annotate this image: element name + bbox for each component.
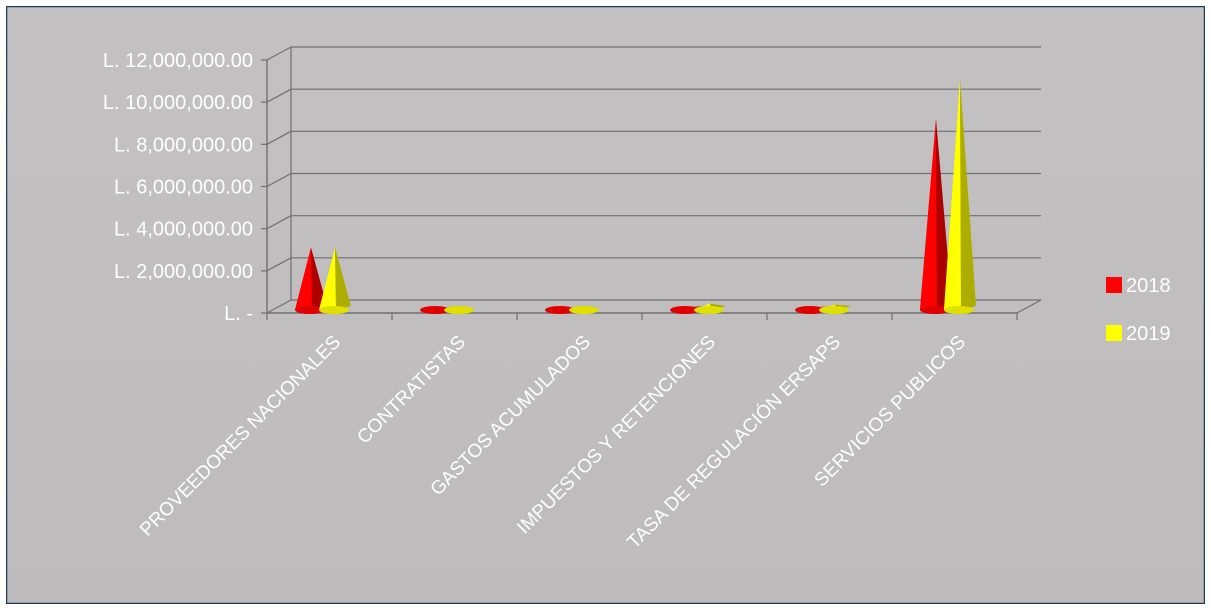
y-tick-label: L. - (224, 303, 253, 325)
cone-2019-base (319, 306, 349, 314)
y-axis-tick-labels: L. - L. 2,000,000.00 L. 4,000,000.00 L. 6,0… (103, 50, 253, 325)
legend-label: 2018 (1126, 275, 1171, 297)
cone-2018-base (420, 306, 450, 314)
y-tick-label: L. 8,000,000.00 (114, 134, 253, 156)
cone-2019-base (819, 306, 849, 314)
y-tick-label: L. 6,000,000.00 (114, 177, 253, 199)
gridline-depth (266, 172, 292, 188)
legend: 2018 2019 (1106, 275, 1171, 345)
legend-swatch-2019 (1106, 325, 1122, 341)
cone-2019-base (694, 306, 724, 314)
gridline-depth (266, 88, 292, 103)
cone-2018-base (920, 306, 950, 314)
y-tick-label: L. 10,000,000.00 (103, 92, 253, 114)
gridline-depth (266, 257, 292, 272)
cone-2019 (944, 78, 961, 310)
cone-2018-side (311, 247, 327, 310)
gridline-depth (266, 215, 292, 230)
cone-2018-base (545, 306, 575, 314)
cone-2018 (295, 247, 312, 310)
gridline-depth (266, 46, 292, 61)
cone-2018-base (795, 306, 825, 314)
cone-2018-base (295, 306, 325, 314)
cone-2018-base (670, 306, 700, 314)
data-cones (295, 78, 976, 314)
cone-2018 (920, 119, 937, 311)
y-tick-label: L. 12,000,000.00 (103, 50, 253, 72)
axes (261, 47, 1042, 320)
gridline-depth (266, 299, 292, 314)
chart-background (5, 5, 1206, 605)
y-tick-label: L. 4,000,000.00 (114, 219, 253, 241)
cone-2019-side (335, 247, 351, 310)
cone-2019-base (944, 306, 974, 314)
gridline-depth (266, 130, 292, 145)
legend-swatch-2018 (1106, 277, 1122, 293)
y-tick-label: L. 2,000,000.00 (114, 261, 253, 283)
cone-2019-base (569, 306, 599, 314)
legend-label: 2019 (1126, 323, 1171, 345)
cone-2019-base (444, 306, 474, 314)
chart-frame: L. - L. 2,000,000.00 L. 4,000,000.00 L. 6,0… (5, 5, 1206, 605)
cone-2019 (319, 247, 336, 310)
floor-right-edge (1016, 299, 1042, 314)
cone-bar-chart: L. - L. 2,000,000.00 L. 4,000,000.00 L. 6,0… (5, 5, 1206, 605)
grid-lines (266, 46, 1041, 314)
cone-2019-side (960, 78, 976, 310)
